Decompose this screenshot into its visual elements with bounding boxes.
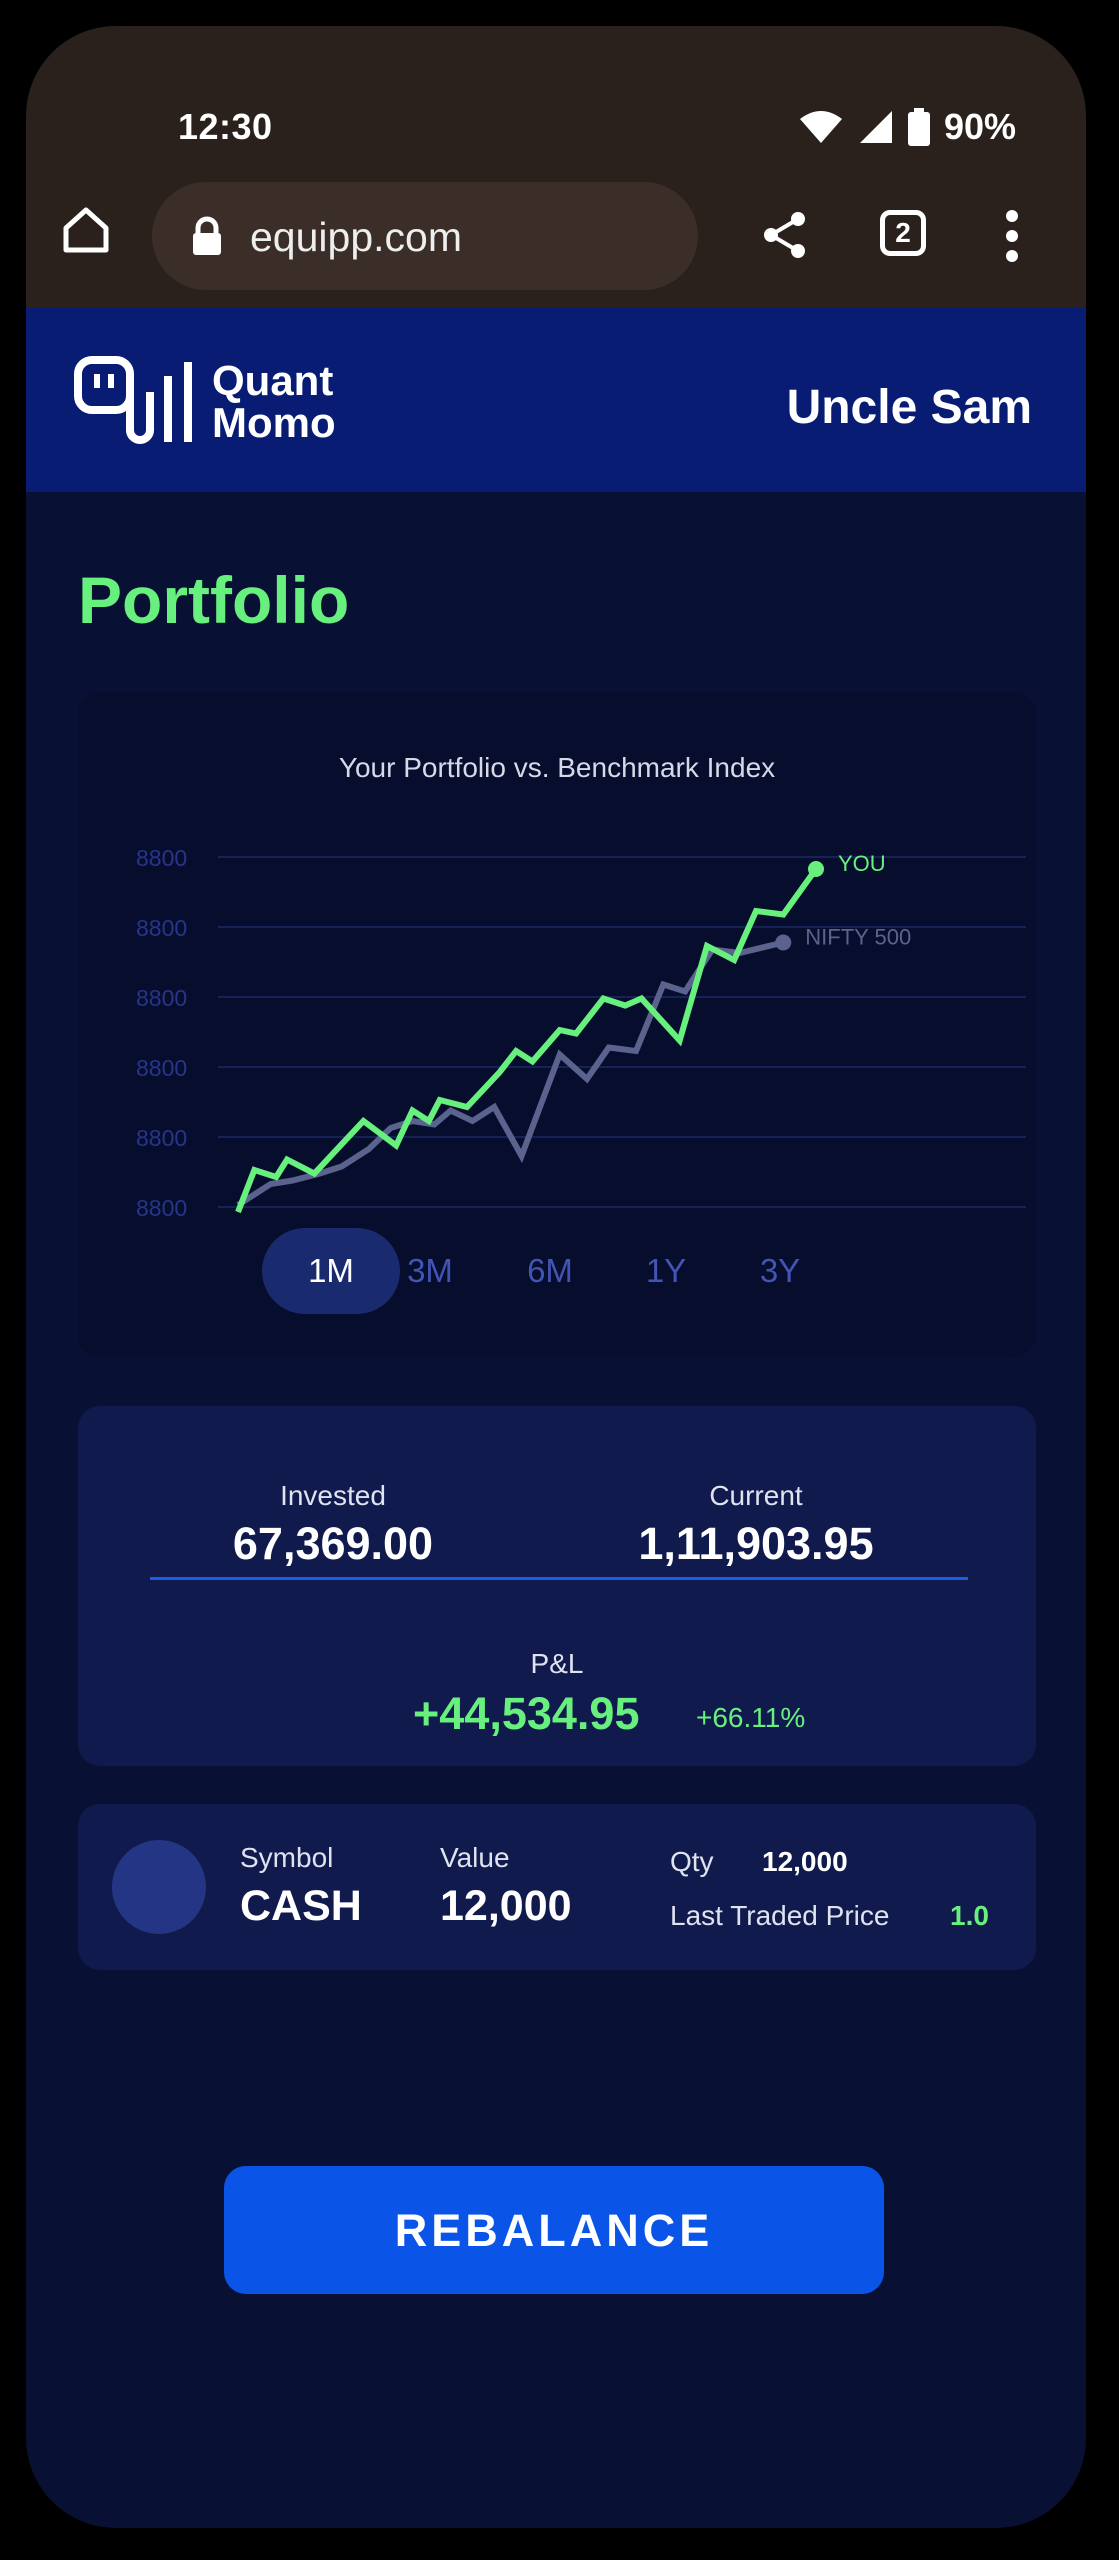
current-value: 1,11,903.95 xyxy=(638,1518,874,1569)
portfolio-chart: 8800 8800 8800 8800 8800 8800 NIFTY 500 YOU xyxy=(136,845,1026,1221)
url-bar[interactable]: equipp.com xyxy=(152,182,698,290)
invested-value: 67,369.00 xyxy=(232,1518,434,1569)
rebalance-button[interactable]: REBALANCE xyxy=(224,2166,884,2294)
qty-value: 12,000 xyxy=(762,1846,848,1877)
range-tab-1m[interactable]: 1M xyxy=(262,1228,400,1314)
y-tick-label: 8800 xyxy=(136,1195,187,1221)
current-label: Current xyxy=(709,1480,803,1511)
series-line-nifty-500 xyxy=(236,939,784,1208)
range-tab-3y[interactable]: 3Y xyxy=(759,1252,801,1289)
range-tab-3m[interactable]: 3M xyxy=(407,1252,453,1289)
status-time: 12:30 xyxy=(178,106,273,147)
value-amount: 12,000 xyxy=(440,1882,572,1930)
more-vert-icon[interactable] xyxy=(1004,210,1020,262)
status-icons: 90% xyxy=(798,106,1016,148)
quantmomo-logo-icon[interactable] xyxy=(74,356,198,446)
qty-label: Qty xyxy=(670,1846,714,1877)
brand-line-2: Momo xyxy=(212,399,336,446)
y-tick-label: 8800 xyxy=(136,1125,187,1151)
ltp-value: 1.0 xyxy=(950,1900,989,1931)
holding-avatar xyxy=(112,1840,206,1934)
browser-chrome: 12:30 90% equipp.com 2 xyxy=(26,26,1086,308)
series-end-point-you xyxy=(808,861,824,877)
user-name[interactable]: Uncle Sam xyxy=(786,381,1032,434)
y-tick-label: 8800 xyxy=(136,1055,187,1081)
page-title: Portfolio xyxy=(78,563,350,637)
invested-label: Invested xyxy=(280,1480,386,1511)
series-end-point-nifty-500 xyxy=(775,934,792,951)
phone-screen: 12:30 90% equipp.com 2 xyxy=(26,26,1086,2528)
wifi-icon xyxy=(799,111,842,143)
range-tab-6m[interactable]: 6M xyxy=(527,1252,573,1289)
value-label: Value xyxy=(440,1842,510,1873)
home-icon[interactable] xyxy=(60,204,112,256)
share-icon[interactable] xyxy=(762,210,808,260)
summary-card: Invested 67,369.00 Current 1,11,903.95 P… xyxy=(78,1406,1036,1766)
y-tick-label: 8800 xyxy=(136,915,187,941)
portfolio-chart-card: Your Portfolio vs. Benchmark Index 8800 8… xyxy=(78,692,1036,1357)
brand-name: Quant Momo xyxy=(212,360,336,444)
tab-switcher-button[interactable]: 2 xyxy=(880,210,926,256)
url-text: equipp.com xyxy=(250,214,462,260)
y-tick-label: 8800 xyxy=(136,985,187,1011)
lock-icon xyxy=(193,216,221,255)
chart-title: Your Portfolio vs. Benchmark Index xyxy=(338,752,776,783)
series-label-you: YOU xyxy=(838,851,886,876)
pnl-percent: +66.11% xyxy=(696,1702,806,1733)
signal-icon xyxy=(859,111,892,143)
pnl-label: P&L xyxy=(530,1648,584,1679)
summary-divider xyxy=(150,1577,968,1580)
app-header: Quant Momo Uncle Sam xyxy=(26,308,1086,492)
ltp-label: Last Traded Price xyxy=(670,1900,890,1931)
series-line-you xyxy=(235,867,819,1214)
range-selector: 1M 3M 6M 1Y 3Y xyxy=(262,1228,862,1314)
battery-percent: 90% xyxy=(943,106,1016,147)
series-label-nifty-500: NIFTY 500 xyxy=(805,925,911,950)
y-tick-label: 8800 xyxy=(136,845,187,871)
holding-row[interactable]: Symbol CASH Value 12,000 Qty 12,000 Last… xyxy=(78,1804,1036,1970)
brand-line-1: Quant xyxy=(212,357,334,404)
pnl-value: +44,534.95 xyxy=(413,1688,640,1739)
symbol-label: Symbol xyxy=(240,1842,334,1873)
battery-icon xyxy=(907,108,930,146)
symbol-value: CASH xyxy=(240,1882,362,1930)
range-tab-1y[interactable]: 1Y xyxy=(645,1252,687,1289)
